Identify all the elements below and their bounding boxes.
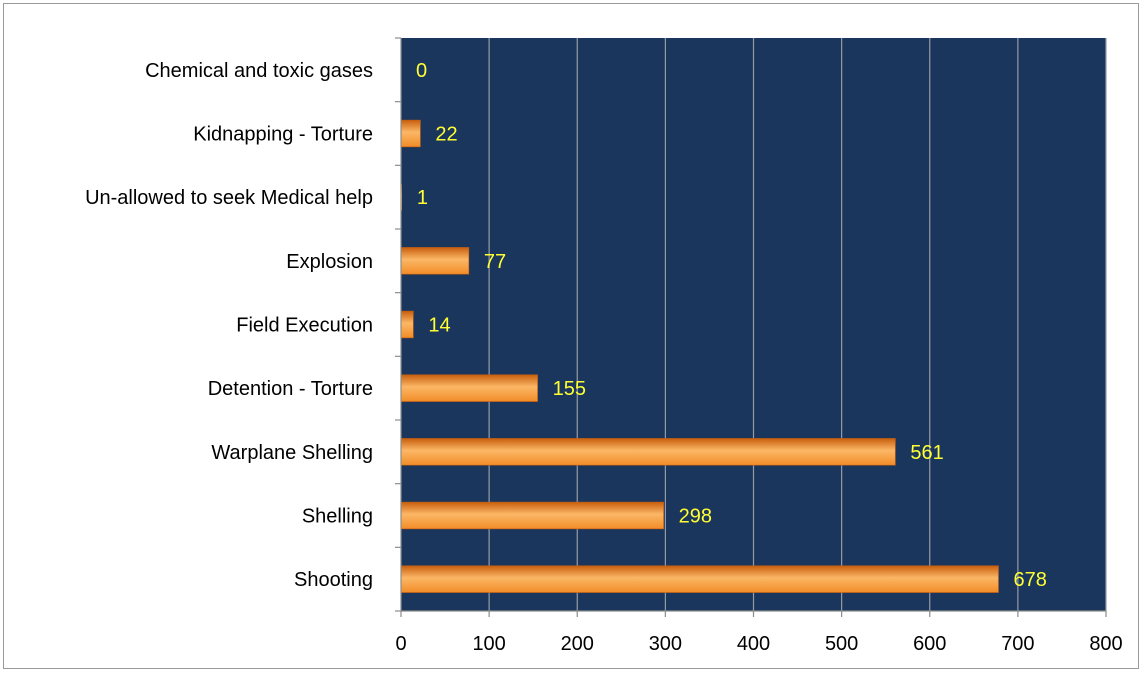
category-label: Explosion [286,251,373,273]
data-label: 77 [484,251,506,273]
grid-lines [488,38,1107,611]
x-tick-label: 0 [395,633,406,655]
bar-chart: Shooting Shelling Warplane Shelling Detenti… [85,37,1123,655]
x-tick-label: 700 [1001,633,1034,655]
chart-frame: Shooting Shelling Warplane Shelling Detenti… [3,3,1139,669]
category-label: Detention - Torture [208,378,373,400]
category-label: Shelling [302,506,373,528]
bar [400,374,538,402]
category-label: Field Execution [236,315,373,337]
category-label: Un-allowed to seek Medical help [85,187,373,209]
category-labels: Shooting Shelling Warplane Shelling Detenti… [85,60,373,591]
category-label: Warplane Shelling [211,442,373,464]
category-label: Shooting [294,569,373,591]
data-label: 561 [910,442,943,464]
x-tick-label: 800 [1089,633,1122,655]
category-label: Kidnapping - Torture [193,124,373,146]
data-labels: 678 298 561 155 14 77 1 22 0 [416,60,1047,591]
data-label: 298 [679,506,712,528]
data-label: 22 [435,124,457,146]
x-tick-label: 200 [561,633,594,655]
bar [400,438,896,466]
bar [400,310,414,339]
data-label: 1 [417,187,428,209]
data-label: 14 [428,315,450,337]
data-label: 0 [416,60,427,82]
axes [395,37,1107,617]
x-tick-label: 600 [913,633,946,655]
bar [400,565,999,593]
x-tick-label: 100 [472,633,505,655]
x-tick-labels: 0 100 200 300 400 500 600 700 800 [395,633,1122,655]
data-label: 678 [1013,569,1046,591]
bar [400,501,664,530]
bar [400,247,470,275]
bar [400,119,421,148]
x-tick-label: 300 [649,633,682,655]
category-label: Chemical and toxic gases [145,60,373,82]
x-tick-label: 500 [825,633,858,655]
x-tick-label: 400 [737,633,770,655]
data-label: 155 [553,378,586,400]
